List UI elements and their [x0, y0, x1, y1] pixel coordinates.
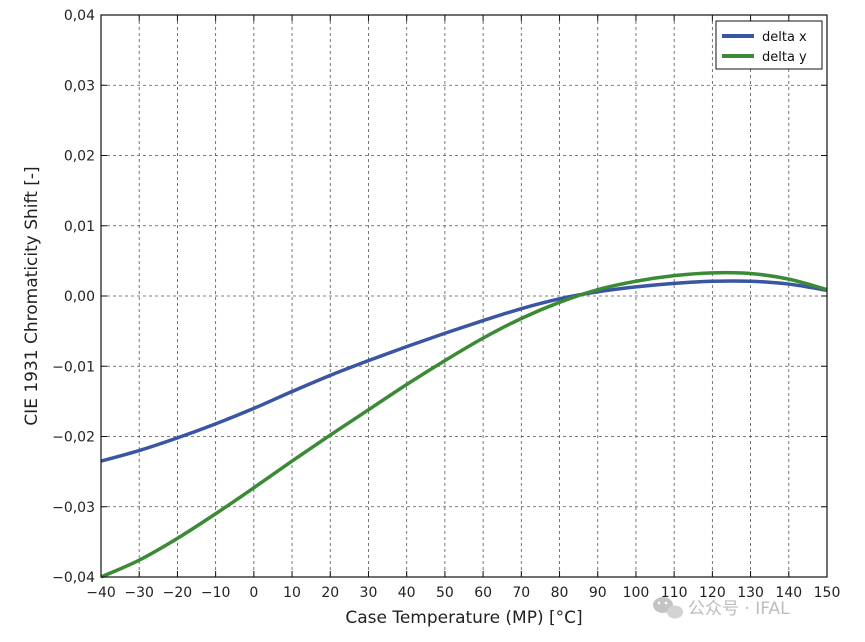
ticks	[100, 14, 828, 578]
y-tick-label: −0,01	[52, 359, 95, 375]
x-tick-label: 140	[775, 585, 802, 601]
x-tick-label: 40	[398, 585, 416, 601]
y-tick-label: 0,03	[64, 78, 95, 94]
series-lines	[100, 270, 828, 579]
x-tick-label: 50	[436, 585, 454, 601]
y-tick-label: −0,04	[52, 570, 95, 586]
x-tick-label: 90	[589, 585, 607, 601]
x-tick-label: 70	[512, 585, 530, 601]
x-tick-label: 100	[623, 585, 650, 601]
x-tick-label: 150	[814, 585, 841, 601]
x-tick-label: 110	[661, 585, 688, 601]
series-line-delta-y	[100, 270, 828, 579]
x-tick-label: 0	[249, 585, 258, 601]
watermark: 公众号 · IFAL	[653, 597, 790, 619]
legend-box	[715, 20, 823, 70]
x-tick-label: 60	[474, 585, 492, 601]
x-tick-label: 80	[551, 585, 569, 601]
x-tick-label: 20	[321, 585, 339, 601]
x-tick-label: −10	[201, 585, 231, 601]
watermark-text: 公众号 · IFAL	[688, 599, 790, 619]
y-tick-label: 0,01	[64, 219, 95, 235]
x-tick-labels: −40 −30 −20 −10 0 10 20 30 40 50 60 70 80 90 100 110 120…	[86, 585, 840, 601]
x-tick-label: 120	[699, 585, 726, 601]
legend: delta x delta y	[715, 20, 823, 70]
x-tick-label: −20	[163, 585, 193, 601]
y-tick-label: −0,02	[52, 430, 95, 446]
y-tick-labels: −0,04 −0,03 −0,02 −0,01 0,00 0,01 0,02 0,03 0,04	[52, 8, 95, 586]
x-axis-title: Case Temperature (MP) [°C]	[345, 608, 582, 628]
y-tick-label: 0,00	[64, 289, 95, 305]
legend-label-delta-x: delta x	[762, 30, 807, 45]
y-tick-label: 0,04	[64, 8, 95, 24]
x-tick-label: 10	[283, 585, 301, 601]
legend-label-delta-y: delta y	[762, 50, 807, 65]
y-axis-title: CIE 1931 Chromaticity Shift [-]	[22, 166, 42, 425]
x-tick-label: 30	[360, 585, 378, 601]
series-line-delta-x	[100, 279, 828, 463]
x-tick-label: 130	[737, 585, 764, 601]
x-tick-label: −30	[124, 585, 154, 601]
y-tick-label: 0,02	[64, 149, 95, 165]
wechat-icon	[653, 597, 683, 619]
y-tick-label: −0,03	[52, 500, 95, 516]
x-tick-label: −40	[86, 585, 116, 601]
